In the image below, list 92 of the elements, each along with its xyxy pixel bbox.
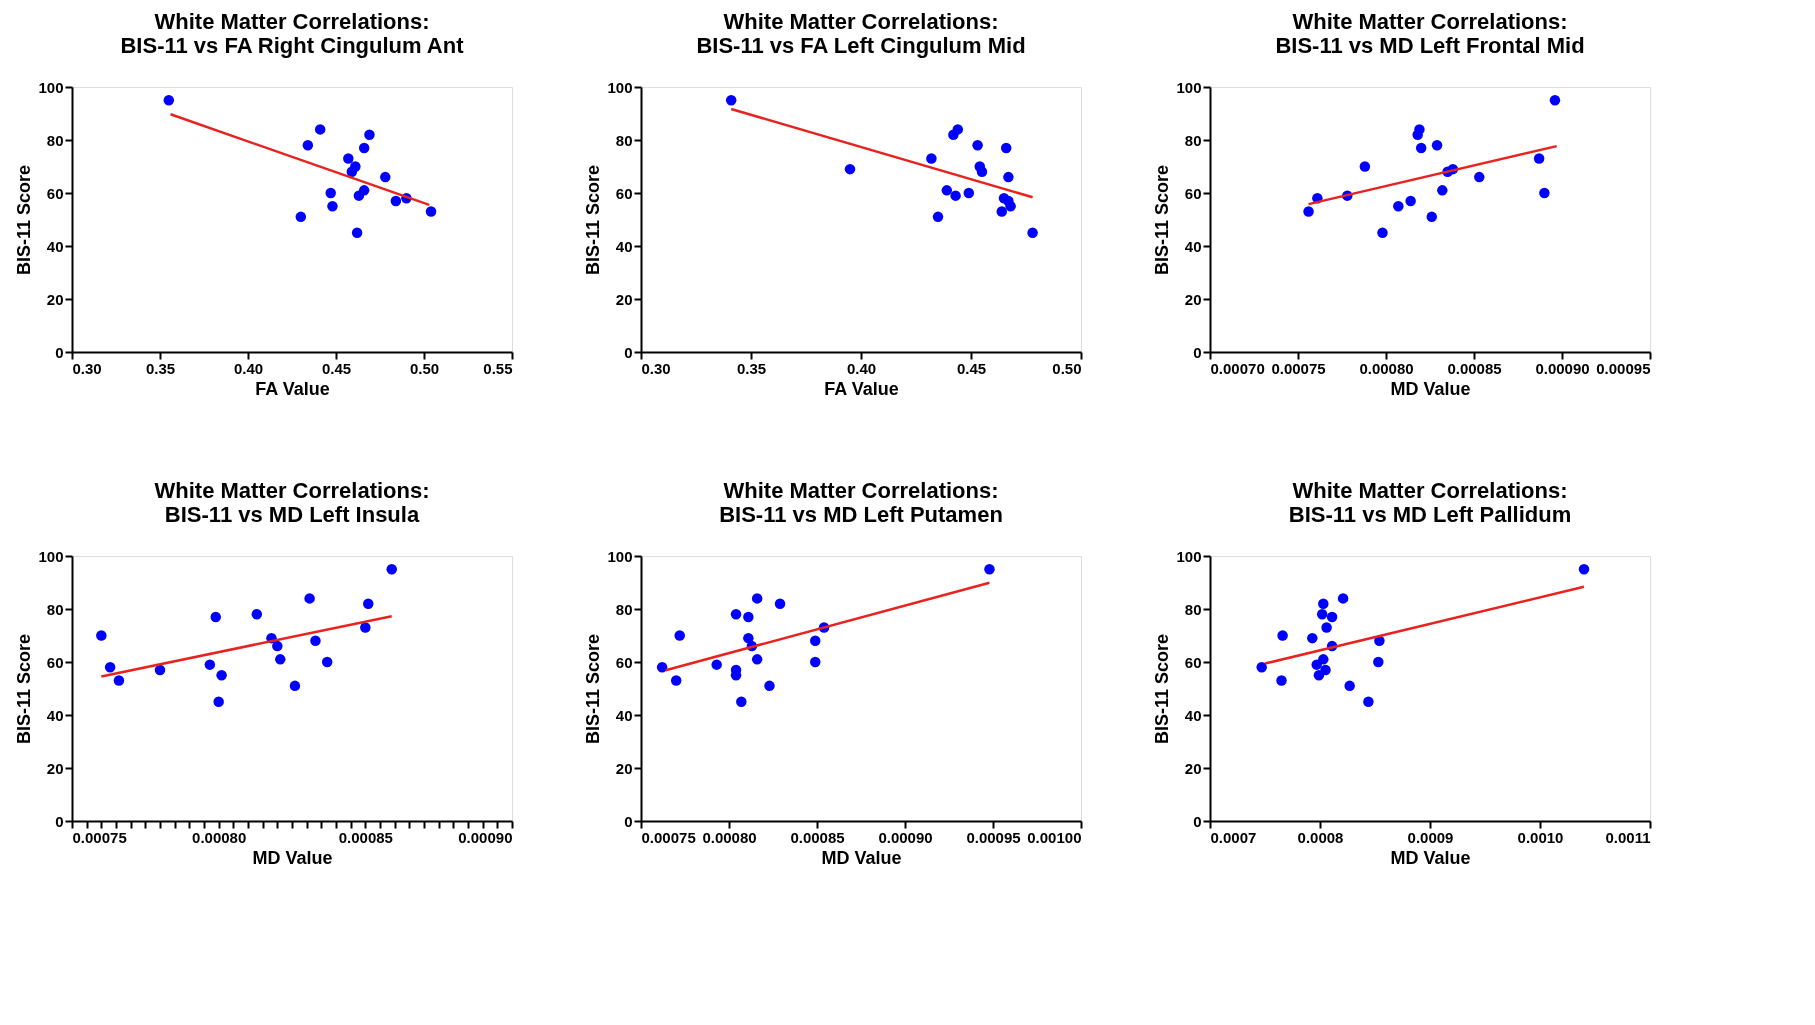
x-axis-title: MD Value <box>1390 847 1471 868</box>
text: White Matter Correlations: <box>723 478 999 503</box>
y-tick-label: 60 <box>615 653 633 671</box>
y-tick-label: 60 <box>46 184 64 202</box>
y-tick-label: 20 <box>1184 290 1202 308</box>
y-tick-label: 100 <box>38 78 64 96</box>
y-tick-label: 100 <box>1176 78 1202 96</box>
text: White Matter Correlations: <box>1292 478 1568 503</box>
x-tick-label: 0.00090 <box>458 828 513 846</box>
x-tick-label: 0.50 <box>409 359 440 377</box>
y-tick-label: 60 <box>46 653 64 671</box>
y-tick-label: 20 <box>1184 759 1202 777</box>
x-tick-label: 0.00085 <box>338 828 393 846</box>
y-tick-label: 0 <box>55 343 64 361</box>
text: BIS-11 vs MD Left Insula <box>164 502 420 527</box>
y-tick-label: 100 <box>38 547 64 565</box>
x-tick-label: 0.30 <box>72 359 102 377</box>
y-tick-label: 80 <box>1184 600 1202 618</box>
y-tick-label: 40 <box>46 237 64 255</box>
y-axis-title: BIS-11 Score <box>1152 633 1173 745</box>
x-axis-title: MD Value <box>1390 378 1471 399</box>
x-tick-label: 0.00080 <box>702 828 757 846</box>
x-axis-title: FA Value <box>824 378 899 399</box>
x-tick-label: 0.0011 <box>1605 828 1651 846</box>
y-tick-label: 80 <box>1184 131 1202 149</box>
y-tick-label: 20 <box>46 759 64 777</box>
x-tick-label: 0.00095 <box>966 828 1021 846</box>
y-tick-label: 80 <box>615 600 633 618</box>
y-tick-label: 100 <box>1176 547 1202 565</box>
x-axis-title: MD Value <box>821 847 902 868</box>
y-axis-title: BIS-11 Score <box>583 164 604 276</box>
x-tick-label: 0.00075 <box>1271 359 1326 377</box>
y-tick-label: 40 <box>615 237 633 255</box>
text: BIS-11 vs MD Left Frontal Mid <box>1275 33 1585 58</box>
x-tick-label: 0.00090 <box>878 828 933 846</box>
x-tick-label: 0.55 <box>483 359 513 377</box>
y-axis-title: BIS-11 Score <box>14 164 35 276</box>
y-tick-label: 40 <box>615 706 633 724</box>
x-tick-label: 0.0007 <box>1210 828 1257 846</box>
text: White Matter Correlations: <box>154 478 430 503</box>
text: BIS-11 vs MD Left Pallidum <box>1288 502 1572 527</box>
x-tick-label: 0.0008 <box>1297 828 1344 846</box>
y-tick-label: 100 <box>607 78 633 96</box>
x-axis-title: MD Value <box>252 847 333 868</box>
y-axis-title: BIS-11 Score <box>14 633 35 745</box>
y-tick-label: 0 <box>1193 812 1202 830</box>
y-tick-label: 100 <box>607 547 633 565</box>
y-tick-label: 80 <box>615 131 633 149</box>
y-tick-label: 0 <box>624 343 633 361</box>
y-tick-label: 20 <box>615 759 633 777</box>
y-tick-label: 60 <box>615 184 633 202</box>
y-axis-title: BIS-11 Score <box>1152 164 1173 276</box>
x-tick-label: 0.00085 <box>1447 359 1502 377</box>
x-tick-label: 0.40 <box>846 359 877 377</box>
x-tick-label: 0.00075 <box>72 828 127 846</box>
y-tick-label: 0 <box>55 812 64 830</box>
x-axis-title: FA Value <box>255 378 330 399</box>
x-tick-label: 0.45 <box>956 359 987 377</box>
x-tick-label: 0.40 <box>233 359 264 377</box>
y-tick-label: 20 <box>615 290 633 308</box>
text: White Matter Correlations: <box>1292 9 1568 34</box>
y-tick-label: 60 <box>1184 184 1202 202</box>
y-tick-label: 40 <box>1184 706 1202 724</box>
y-tick-label: 0 <box>1193 343 1202 361</box>
y-tick-label: 20 <box>46 290 64 308</box>
text: BIS-11 vs FA Left Cingulum Mid <box>696 33 1026 58</box>
x-tick-label: 0.35 <box>145 359 176 377</box>
y-tick-label: 80 <box>46 131 64 149</box>
x-tick-label: 0.45 <box>321 359 352 377</box>
x-tick-label: 0.00075 <box>641 828 696 846</box>
x-tick-label: 0.00095 <box>1596 359 1651 377</box>
y-tick-label: 80 <box>46 600 64 618</box>
x-tick-label: 0.00090 <box>1535 359 1590 377</box>
x-tick-label: 0.50 <box>1052 359 1082 377</box>
x-tick-label: 0.00085 <box>790 828 845 846</box>
x-tick-label: 0.35 <box>736 359 767 377</box>
text: White Matter Correlations: <box>723 9 999 34</box>
y-axis-title: BIS-11 Score <box>583 633 604 745</box>
text: BIS-11 vs MD Left Putamen <box>719 502 1003 527</box>
text: BIS-11 vs FA Right Cingulum Ant <box>120 33 464 58</box>
x-tick-label: 0.00080 <box>192 828 247 846</box>
y-tick-label: 40 <box>1184 237 1202 255</box>
x-tick-label: 0.00070 <box>1210 359 1265 377</box>
y-tick-label: 60 <box>1184 653 1202 671</box>
x-tick-label: 0.00080 <box>1359 359 1414 377</box>
text: White Matter Correlations: <box>154 9 430 34</box>
x-tick-label: 0.30 <box>641 359 671 377</box>
x-tick-label: 0.0010 <box>1517 828 1564 846</box>
y-tick-label: 40 <box>46 706 64 724</box>
y-tick-label: 0 <box>624 812 633 830</box>
x-tick-label: 0.00100 <box>1027 828 1082 846</box>
x-tick-label: 0.0009 <box>1407 828 1454 846</box>
